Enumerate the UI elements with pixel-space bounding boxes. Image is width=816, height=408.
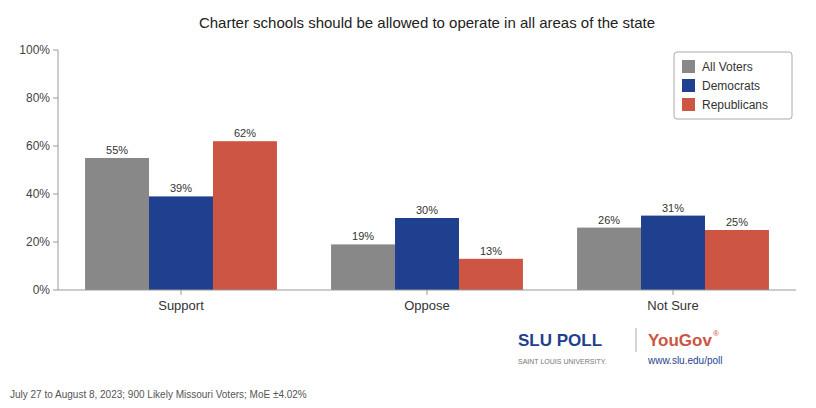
x-tick-label: Support (158, 298, 204, 313)
y-tick-label: 40% (26, 187, 50, 201)
data-label: 39% (170, 182, 192, 194)
bar (395, 218, 459, 290)
legend-label: Democrats (702, 79, 760, 93)
data-label: 13% (480, 245, 502, 257)
bar (85, 158, 149, 290)
y-tick-label: 60% (26, 139, 50, 153)
y-tick (53, 290, 58, 291)
legend-swatch (682, 79, 695, 92)
x-tick (427, 290, 428, 295)
x-tick (673, 290, 674, 295)
y-axis (58, 50, 59, 290)
bar (213, 141, 277, 290)
brand-mark: ® (713, 329, 719, 338)
y-tick-label: 100% (19, 43, 50, 57)
data-label: 26% (598, 214, 620, 226)
brand-url: www.slu.edu/poll (647, 355, 722, 366)
data-label: 55% (106, 144, 128, 156)
y-tick (53, 194, 58, 195)
brand: SLU POLL (518, 331, 602, 350)
brand-sub: SAINT LOUIS UNIVERSITY. (518, 358, 606, 365)
data-labels: 55% 39% 62% 19% 30% 13% 26% 31% 25% (106, 127, 748, 257)
data-label: 19% (352, 230, 374, 242)
bar (577, 228, 641, 290)
y-tick-label: 20% (26, 235, 50, 249)
legend-label: All Voters (702, 60, 753, 74)
data-label: 30% (416, 204, 438, 216)
bar (705, 230, 769, 290)
chart: Charter schools should be allowed to ope… (0, 0, 816, 408)
divider (636, 328, 637, 352)
bar (459, 259, 523, 290)
x-axis (58, 290, 796, 291)
bars (85, 141, 769, 290)
x-tick (181, 290, 182, 295)
y-tick-label: 80% (26, 91, 50, 105)
y-tick (53, 242, 58, 243)
x-tick-label: Oppose (404, 298, 450, 313)
legend-box (674, 52, 792, 119)
y-tick-label: 0% (33, 283, 51, 297)
legend-swatch (682, 98, 695, 111)
legend-label: Republicans (702, 98, 768, 112)
y-tick (53, 98, 58, 99)
bar (641, 216, 705, 290)
bar (331, 244, 395, 290)
y-tick (53, 146, 58, 147)
legend-swatch (682, 60, 695, 73)
footnote: July 27 to August 8, 2023; 900 Likely Mi… (10, 389, 307, 400)
x-tick-label: Not Sure (647, 298, 698, 313)
data-label: 62% (234, 127, 256, 139)
data-label: 25% (726, 216, 748, 228)
legend: All Voters Democrats Republicans (674, 52, 792, 119)
data-label: 31% (662, 202, 684, 214)
y-tick (53, 50, 58, 51)
brand: YouGov (648, 331, 712, 350)
bar (149, 196, 213, 290)
title: Charter schools should be allowed to ope… (199, 14, 655, 31)
